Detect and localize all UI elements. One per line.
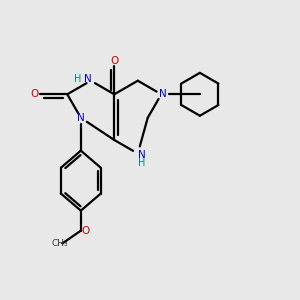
Text: N: N [77, 113, 85, 123]
Text: O: O [110, 56, 118, 66]
Text: N: N [84, 74, 92, 84]
Text: O: O [30, 89, 38, 99]
Text: CH₃: CH₃ [51, 239, 68, 248]
Text: N: N [159, 89, 166, 99]
Text: O: O [81, 226, 89, 236]
Text: N: N [138, 150, 146, 160]
Text: H: H [138, 158, 146, 168]
Text: H: H [74, 74, 82, 84]
